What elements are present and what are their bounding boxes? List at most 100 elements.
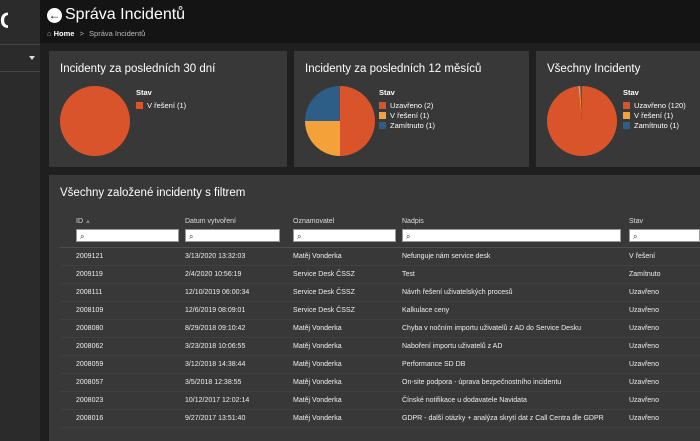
incidents-table-card: Všechny založené incidenty s filtrem ID ▲… (49, 175, 700, 441)
filter-input-status[interactable]: ⌕ (629, 229, 700, 242)
filter-input-subject[interactable]: ⌕ (402, 229, 621, 242)
table-cell: Uzavřeno (629, 415, 659, 422)
table-cell: 9/27/2017 13:51:40 (185, 415, 246, 422)
table-cell: 2008109 (76, 307, 104, 314)
column-header-date[interactable]: Datum vytvoření (185, 218, 236, 225)
search-icon: ⌕ (406, 232, 411, 241)
pie-slice[interactable] (305, 121, 340, 156)
table-cell: Uzavřeno (629, 397, 659, 404)
pie-slice[interactable] (340, 86, 375, 156)
legend-swatch (379, 121, 386, 129)
table-row[interactable]: 2008062 3/23/2018 10:06:55 Matěj Vonderka N… (60, 339, 700, 356)
legend-item[interactable]: Uzavřeno (120) (623, 100, 686, 110)
legend-swatch (379, 111, 386, 119)
table-cell: 2008016 (76, 415, 104, 422)
table-cell: Kalkulace ceny (402, 307, 450, 314)
filter-field[interactable] (643, 230, 698, 241)
table-cell: 12/6/2019 08:09:01 (185, 307, 246, 314)
legend-label: Zamítnuto (1) (390, 120, 436, 130)
table-cell: 2008059 (76, 361, 104, 368)
table-row[interactable]: 2008059 3/12/2018 14:38:44 Matěj Vonderka P… (60, 357, 700, 374)
table-cell: Matěj Vonderka (293, 325, 342, 332)
table-cell: Naboření importu uživatelů z AD (402, 343, 503, 350)
table-cell: 12/10/2019 06:00:34 (185, 289, 250, 296)
table-cell: 2008111 (76, 289, 103, 296)
table-cell: Uzavřeno (629, 325, 659, 332)
legend-item[interactable]: Zamítnuto (1) (379, 120, 435, 130)
filter-field[interactable] (199, 230, 278, 241)
filter-input-date[interactable]: ⌕ (185, 229, 280, 242)
pie-slice[interactable] (580, 86, 582, 121)
legend-title: Stav (379, 88, 395, 97)
legend-label: Uzavřeno (2) (390, 100, 434, 110)
table-row[interactable]: 2008111 12/10/2019 06:00:34 Service Desk Č… (60, 285, 700, 302)
legend-title: Stav (136, 88, 152, 97)
table-cell: 3/12/2018 14:38:44 (185, 361, 246, 368)
legend-item[interactable]: V řešení (1) (379, 110, 435, 120)
column-header-status[interactable]: Stav (629, 218, 643, 225)
table-cell: Matěj Vonderka (293, 379, 342, 386)
header-divider (60, 247, 700, 248)
table-cell: 2008057 (76, 379, 104, 386)
column-header-subject[interactable]: Nadpis (402, 218, 424, 225)
table-cell: Service Desk ČSSZ (293, 307, 355, 314)
legend-swatch (623, 111, 630, 119)
table-row[interactable]: 2008023 10/12/2017 12:02:14 Matěj Vonderka… (60, 393, 700, 410)
table-cell: Čínské notifikace u dodavatele Navidata (402, 397, 527, 404)
filter-input-id[interactable]: ⌕ (76, 229, 179, 242)
table-cell: 2009119 (76, 271, 103, 278)
sort-indicator-icon: ▲ (85, 219, 91, 225)
filter-field[interactable] (90, 230, 177, 241)
legend-item[interactable]: Zamítnuto (1) (623, 120, 686, 130)
sidebar: G (0, 0, 40, 441)
pie-slice[interactable] (60, 86, 130, 156)
search-icon: ⌕ (189, 232, 194, 241)
search-icon: ⌕ (633, 232, 638, 241)
pie-chart-all (547, 86, 617, 156)
chart-card-30-days: Incidenty za posledních 30 dní Stav V ře… (49, 51, 287, 167)
pie-chart-30-days (60, 86, 130, 156)
chevron-down-icon (29, 56, 35, 60)
table-cell: 2/4/2020 10:56:19 (185, 271, 242, 278)
breadcrumb: ⌂ Home > Správa Incidentů (47, 29, 145, 38)
table-cell: Performance SD DB (402, 361, 466, 368)
app-logo: G (0, 8, 8, 34)
breadcrumb-home[interactable]: Home (53, 29, 75, 38)
legend-label: V řešení (1) (147, 100, 187, 110)
filter-field[interactable] (307, 230, 394, 241)
filter-input-reporter[interactable]: ⌕ (293, 229, 396, 242)
card-title: Všechny Incidenty (547, 63, 641, 75)
pie-slice[interactable] (305, 86, 340, 121)
breadcrumb-current: Správa Incidentů (89, 29, 146, 38)
table-row[interactable]: 2008057 3/5/2018 12:38:55 Matěj Vonderka On… (60, 375, 700, 392)
table-cell: Uzavřeno (629, 361, 659, 368)
table-cell: V řešení (629, 253, 656, 260)
table-row[interactable]: 2008109 12/6/2019 08:09:01 Service Desk ČS… (60, 303, 700, 320)
card-title: Incidenty za posledních 12 měsíců (305, 63, 482, 75)
legend-item[interactable]: Uzavřeno (2) (379, 100, 435, 110)
legend-label: V řešení (1) (634, 110, 674, 120)
search-icon: ⌕ (80, 232, 85, 241)
sidebar-menu-toggle[interactable] (0, 44, 40, 72)
column-header-reporter[interactable]: Oznamovatel (293, 218, 334, 225)
table-cell: GDPR - další otázky + analýza skrytí dat… (402, 415, 604, 422)
table-row[interactable]: 2008080 8/29/2018 09:10:42 Matěj Vonderka C… (60, 321, 700, 338)
table-cell: 2009121 (76, 253, 104, 260)
back-arrow-icon[interactable]: ← (47, 8, 62, 23)
chart-card-all: Všechny Incidenty Stav Uzavřeno (120) V ř… (536, 51, 700, 167)
table-cell: Uzavřeno (629, 379, 659, 386)
chart-legend: Stav Uzavřeno (2) V řešení (1) Zamítnuto (… (379, 88, 435, 130)
table-row[interactable]: 2008016 9/27/2017 13:51:40 Matěj Vonderka G… (60, 411, 700, 428)
legend-item[interactable]: V řešení (1) (136, 100, 186, 110)
table-cell: Chyba v nočním importu uživatelů z AD do… (402, 325, 581, 332)
table-row[interactable]: 2009121 3/13/2020 13:32:03 Matěj Vonderka N… (60, 249, 700, 266)
legend-swatch (623, 101, 630, 109)
legend-item[interactable]: V řešení (1) (623, 110, 686, 120)
pie-slice[interactable] (578, 86, 582, 121)
table-row[interactable]: 2009119 2/4/2020 10:56:19 Service Desk ČSS… (60, 267, 700, 284)
column-label: Stav (629, 218, 644, 225)
column-header-id[interactable]: ID ▲ (76, 218, 91, 225)
column-label: Oznamovatel (293, 218, 335, 225)
filter-field[interactable] (416, 230, 619, 241)
table-cell: Nefunguje nám service desk (402, 253, 491, 260)
